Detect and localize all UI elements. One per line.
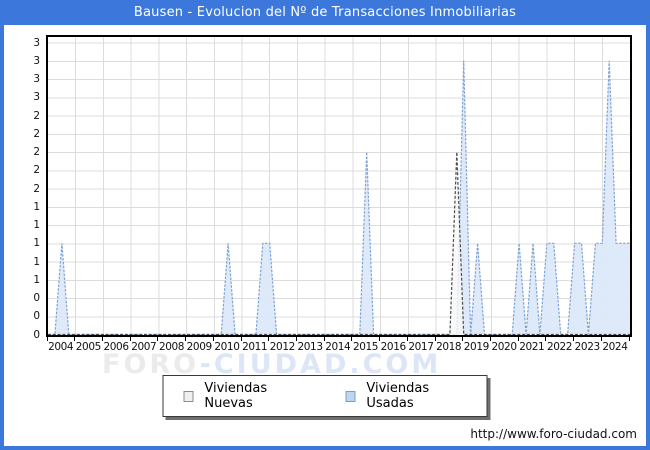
x-tick-mark: [489, 337, 491, 341]
page-title: Bausen - Evolucion del Nº de Transaccion…: [133, 5, 517, 20]
x-tick-mark: [600, 337, 602, 341]
y-tick-label: 2: [33, 109, 40, 122]
x-tick-mark: [212, 337, 214, 341]
x-tick-label: 2019: [463, 341, 490, 353]
y-tick-label: 1: [33, 255, 40, 268]
y-tick-label: 1: [33, 237, 40, 250]
chart-plot-area: [46, 35, 632, 337]
x-tick-mark: [295, 337, 297, 341]
chart-canvas: [48, 37, 630, 335]
y-tick-label: 3: [33, 54, 40, 67]
x-tick-label: 2012: [269, 341, 296, 353]
x-tick-mark: [129, 337, 131, 341]
x-tick-mark: [434, 337, 436, 341]
legend-swatch-usadas: [345, 390, 356, 402]
x-tick-mark: [323, 337, 325, 341]
y-tick-label: 0: [33, 292, 40, 304]
y-tick-label: 2: [33, 182, 40, 195]
y-tick-label: 0: [33, 328, 40, 341]
x-tick-label: 2006: [103, 341, 130, 353]
x-tick-label: 2014: [325, 341, 351, 353]
x-tick-label: 2018: [436, 341, 462, 353]
x-tick-label: 2021: [519, 341, 545, 353]
x-tick-mark: [46, 337, 48, 341]
x-tick-label: 2013: [297, 341, 324, 353]
x-tick-label: 2022: [546, 341, 573, 353]
series-area-viviendas-usadas: [48, 60, 630, 335]
legend-swatch-nuevas: [183, 390, 194, 402]
watermark-part1: FORO: [102, 349, 200, 380]
x-tick-mark: [268, 337, 270, 341]
x-tick-mark: [240, 337, 242, 341]
x-tick-mark: [351, 337, 353, 341]
y-tick-label: 3: [33, 36, 40, 49]
x-tick-label: 2020: [491, 341, 518, 353]
x-tick-mark: [185, 337, 187, 341]
y-tick-label: 3: [33, 73, 40, 85]
y-tick-label: 2: [33, 164, 40, 177]
x-tick-label: 2015: [352, 341, 379, 353]
x-tick-mark: [74, 337, 76, 341]
footer-url: http://www.foro-ciudad.com: [470, 427, 637, 441]
x-tick-mark: [545, 337, 547, 341]
y-tick-label: 0: [33, 310, 40, 323]
series-line-viviendas-usadas: [48, 60, 630, 335]
x-tick-label: 2017: [408, 341, 434, 353]
y-tick-label: 2: [33, 127, 40, 140]
x-tick-mark: [157, 337, 159, 341]
x-tick-mark: [462, 337, 464, 341]
y-tick-label: 3: [33, 91, 40, 104]
legend-label-usadas: Viviendas Usadas: [366, 381, 430, 411]
x-tick-label: 2008: [158, 341, 185, 353]
legend: Viviendas Nuevas Viviendas Usadas: [162, 375, 488, 417]
watermark-part2: -CIUDAD.COM: [199, 349, 442, 380]
x-tick-mark: [517, 337, 519, 341]
x-tick-mark: [101, 337, 103, 341]
x-tick-label: 2023: [574, 341, 601, 353]
x-tick-label: 2005: [75, 341, 102, 353]
x-tick-label: 2010: [214, 341, 240, 353]
series-line-viviendas-nuevas: [48, 151, 630, 335]
legend-label-nuevas: Viviendas Nuevas: [204, 381, 268, 411]
x-tick-label: 2016: [380, 341, 407, 353]
y-tick-label: 1: [33, 273, 40, 286]
title-bar: Bausen - Evolucion del Nº de Transaccion…: [0, 0, 650, 25]
legend-item-viviendas-nuevas: Viviendas Nuevas: [183, 381, 306, 411]
y-tick-label: 2: [33, 146, 40, 158]
legend-item-viviendas-usadas: Viviendas Usadas: [345, 381, 467, 411]
x-tick-label: 2024: [602, 341, 628, 353]
x-tick-mark: [406, 337, 408, 341]
x-tick-label: 2011: [242, 341, 268, 353]
y-tick-label: 1: [33, 200, 40, 213]
x-tick-label: 2004: [48, 341, 74, 353]
x-tick-label: 2009: [186, 341, 213, 353]
y-tick-label: 1: [33, 219, 40, 231]
watermark: FORO-CIUDAD.COM: [102, 349, 441, 380]
x-tick-mark: [379, 337, 381, 341]
x-tick-label: 2007: [131, 341, 157, 353]
x-tick-mark: [573, 337, 575, 341]
x-tick-mark: [628, 337, 630, 341]
